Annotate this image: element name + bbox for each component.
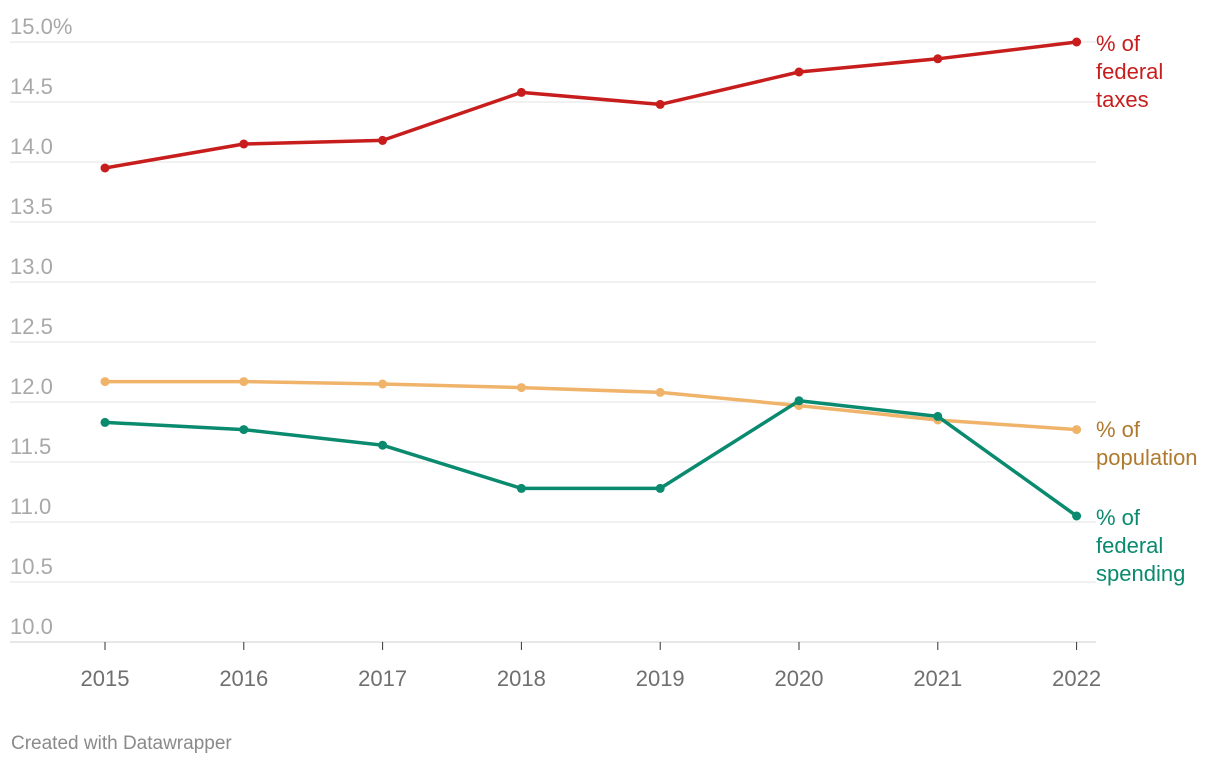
y-tick-label: 13.5 xyxy=(10,194,53,219)
x-tick-label: 2015 xyxy=(81,666,130,691)
data-point xyxy=(100,163,110,173)
series-line xyxy=(103,379,1079,432)
series-0 xyxy=(100,37,1082,173)
data-point xyxy=(239,377,249,387)
series-1 xyxy=(100,377,1082,435)
data-point xyxy=(1072,511,1082,521)
series-label: % of population xyxy=(1096,417,1198,470)
data-point xyxy=(655,99,665,109)
y-tick-label: 12.5 xyxy=(10,314,53,339)
data-point xyxy=(933,411,943,421)
series-lines xyxy=(100,37,1082,521)
y-tick-label: 11.5 xyxy=(10,434,51,459)
series-2 xyxy=(100,396,1082,521)
series-line xyxy=(103,40,1079,170)
series-label: % of federal spending xyxy=(1096,505,1185,586)
x-tick-label: 2018 xyxy=(497,666,546,691)
data-point xyxy=(1072,37,1082,47)
data-point xyxy=(933,54,943,64)
data-point xyxy=(655,483,665,493)
data-point xyxy=(239,425,249,435)
x-tick-label: 2021 xyxy=(913,666,962,691)
series-label: % of federal taxes xyxy=(1096,31,1163,112)
data-point xyxy=(655,387,665,397)
x-tick-label: 2019 xyxy=(636,666,685,691)
x-tick-label: 2017 xyxy=(358,666,407,691)
data-point xyxy=(516,87,526,97)
grid-lines xyxy=(10,41,1096,643)
data-point xyxy=(1072,425,1082,435)
series-line xyxy=(103,399,1079,518)
data-point xyxy=(378,379,388,389)
y-tick-label: 15.0% xyxy=(10,14,72,39)
data-point xyxy=(239,139,249,149)
series-labels: % of federal taxes % of population % of federa… xyxy=(1096,31,1198,586)
data-point xyxy=(378,135,388,145)
y-tick-label: 14.5 xyxy=(10,74,53,99)
x-axis: 2015 2016 2017 2018 2019 2020 2021 2022 xyxy=(81,642,1101,691)
line-chart: 15.0% 14.5 14.0 13.5 13.0 12.5 12.0 11.5 11.0 10.… xyxy=(10,14,1198,691)
y-tick-label: 14.0 xyxy=(10,134,53,159)
data-point xyxy=(100,417,110,427)
y-tick-label: 10.0 xyxy=(10,614,53,639)
y-tick-label: 13.0 xyxy=(10,254,53,279)
y-tick-label: 11.0 xyxy=(10,494,51,519)
data-point xyxy=(794,67,804,77)
y-tick-label: 10.5 xyxy=(10,554,53,579)
data-point xyxy=(794,396,804,406)
x-tick-label: 2020 xyxy=(775,666,824,691)
y-axis-ticks: 15.0% 14.5 14.0 13.5 13.0 12.5 12.0 11.5 11.0 10.… xyxy=(10,14,72,639)
data-point xyxy=(378,440,388,450)
data-point xyxy=(516,483,526,493)
x-tick-label: 2022 xyxy=(1052,666,1101,691)
x-tick-label: 2016 xyxy=(219,666,268,691)
credit-text: Created with Datawrapper xyxy=(11,733,232,754)
y-tick-label: 12.0 xyxy=(10,374,53,399)
data-point xyxy=(100,377,110,387)
data-point xyxy=(516,383,526,393)
